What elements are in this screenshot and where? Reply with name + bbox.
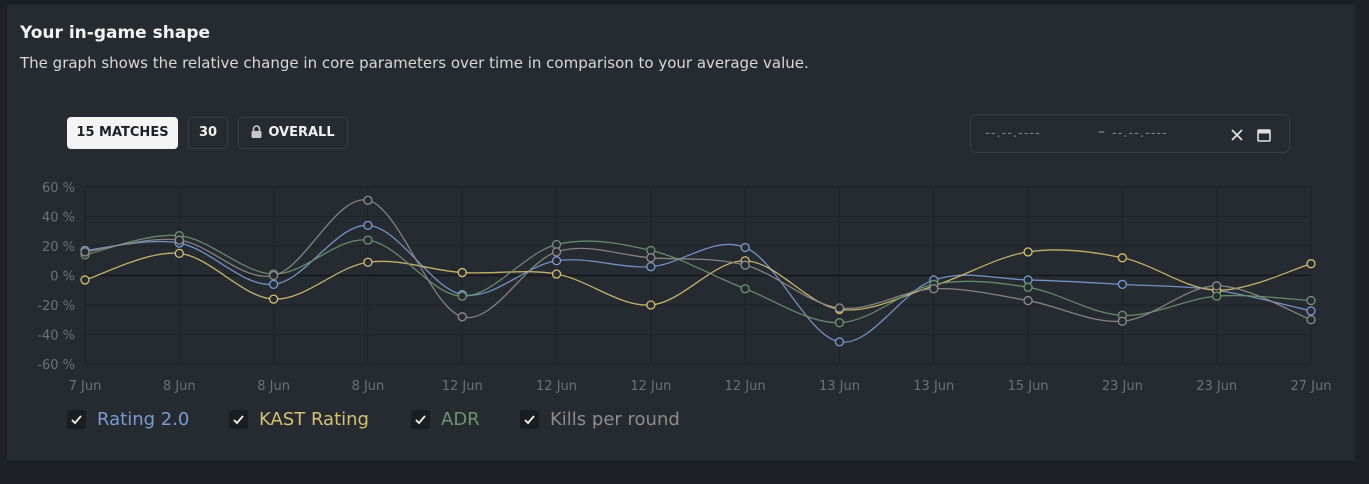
date-range-separator: – <box>1098 124 1105 140</box>
panel-subtitle: The graph shows the relative change in c… <box>20 54 809 72</box>
kills-per-round-point <box>1306 315 1316 325</box>
kast-rating-point <box>1117 253 1128 263</box>
rating-2-0-point <box>740 242 750 253</box>
kills-per-round-point <box>363 195 373 205</box>
legend-label: Kills per round <box>550 409 680 430</box>
calendar-icon[interactable] <box>1257 127 1271 142</box>
kills-per-round-point <box>174 235 184 245</box>
date-from-input[interactable]: --.--.---- <box>985 126 1041 141</box>
checkbox-icon[interactable] <box>411 410 430 429</box>
panel-title: Your in-game shape <box>20 23 211 43</box>
y-tick-label: -20 % <box>37 299 75 314</box>
x-tick-label: 8 Jun <box>257 379 290 394</box>
x-tick-label: 15 Jun <box>1008 379 1049 394</box>
kills-per-round-point <box>929 284 939 294</box>
filter-15-matches-button[interactable]: 15 MATCHES <box>67 117 178 149</box>
kills-per-round-point <box>1212 281 1222 291</box>
kast-rating-point <box>551 269 562 279</box>
adr-point <box>1306 295 1316 306</box>
kast-rating-point <box>174 248 184 259</box>
kills-per-round-point <box>80 247 90 257</box>
kast-rating-point <box>1023 247 1033 257</box>
kast-rating-point <box>646 300 656 310</box>
adr-series-line <box>84 234 1312 324</box>
kast-rating-point <box>363 257 373 267</box>
kills-per-round-point <box>834 303 845 313</box>
adr-point <box>457 291 467 301</box>
kills-per-round-point <box>551 247 562 257</box>
legend-label: Rating 2.0 <box>97 409 190 430</box>
y-tick-label: -60 % <box>37 358 75 373</box>
y-tick-label: 0 % <box>50 270 75 285</box>
x-tick-label: 8 Jun <box>163 379 196 394</box>
lock-icon <box>251 120 262 150</box>
rating-2-0-point <box>834 337 845 347</box>
rating-2-0-point <box>551 256 562 266</box>
kast-rating-point <box>268 294 279 304</box>
checkbox-icon[interactable] <box>67 410 86 429</box>
kills-per-round-point <box>740 260 750 270</box>
y-tick-label: 60 % <box>42 181 75 196</box>
adr-point <box>740 284 750 294</box>
clear-icon[interactable] <box>1230 127 1244 141</box>
adr-point <box>1212 291 1222 301</box>
x-tick-label: 13 Jun <box>913 379 954 394</box>
x-tick-label: 12 Jun <box>725 379 766 394</box>
rating-2-0-point <box>1306 306 1316 316</box>
adr-point <box>363 235 373 245</box>
date-range-picker[interactable]: --.--.---- – --.--.---- <box>970 114 1290 153</box>
x-tick-label: 8 Jun <box>352 379 385 394</box>
adr-point <box>834 318 845 328</box>
adr-point <box>1023 282 1033 292</box>
filter-30-matches-button[interactable]: 30 <box>188 117 228 149</box>
filter-overall-button[interactable]: OVERALL <box>238 117 348 149</box>
shape-panel <box>7 5 1355 461</box>
rating-2-0-point <box>363 220 373 231</box>
x-tick-label: 27 Jun <box>1291 379 1332 394</box>
y-tick-label: -40 % <box>37 329 75 344</box>
kills-per-round-point <box>646 253 656 263</box>
kills-per-round-point <box>268 270 279 281</box>
legend-label: ADR <box>441 409 480 430</box>
legend-label: KAST Rating <box>259 409 369 430</box>
rating-2-0-point <box>646 261 656 272</box>
kills-per-round-point <box>1023 295 1033 306</box>
kast-rating-series-line <box>84 249 1312 311</box>
x-tick-label: 23 Jun <box>1196 379 1237 394</box>
kast-rating-point <box>1306 259 1316 269</box>
kast-rating-point <box>457 267 467 278</box>
rating-2-0-series-line <box>84 224 1312 343</box>
kills-per-round-point <box>457 312 467 322</box>
x-tick-label: 13 Jun <box>819 379 860 394</box>
kills-per-round-point <box>1117 316 1128 326</box>
kast-rating-point <box>80 275 90 285</box>
x-tick-label: 12 Jun <box>442 379 483 394</box>
x-tick-label: 23 Jun <box>1102 379 1143 394</box>
filter-overall-label: OVERALL <box>268 125 335 140</box>
date-to-input[interactable]: --.--.---- <box>1112 126 1168 141</box>
rating-2-0-point <box>268 279 279 290</box>
y-tick-label: 20 % <box>42 240 75 255</box>
y-tick-label: 40 % <box>42 211 75 226</box>
x-tick-label: 12 Jun <box>630 379 671 394</box>
kills-per-round-series-line <box>84 199 1312 323</box>
x-tick-label: 12 Jun <box>536 379 577 394</box>
rating-2-0-point <box>1117 279 1128 290</box>
checkbox-icon[interactable] <box>520 410 539 429</box>
x-tick-label: 7 Jun <box>69 379 102 394</box>
checkbox-icon[interactable] <box>229 410 248 429</box>
